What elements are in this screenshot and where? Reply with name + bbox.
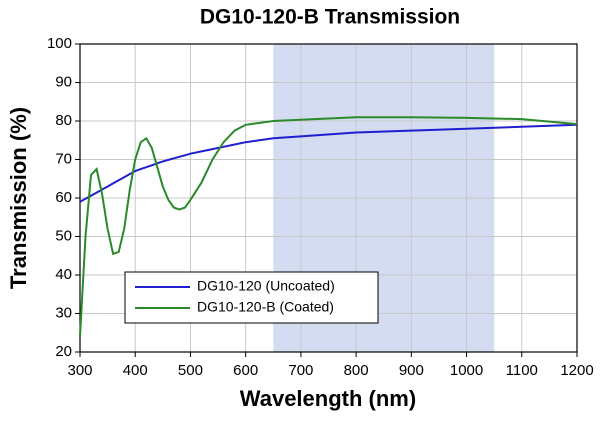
plot-frame xyxy=(79,43,578,353)
y-tick-label: 70 xyxy=(55,150,72,167)
y-tick-label: 30 xyxy=(55,304,72,321)
legend: DG10-120 (Uncoated) DG10-120-B (Coated) xyxy=(124,271,379,324)
x-tick-label: 700 xyxy=(288,362,313,379)
x-tick-label: 800 xyxy=(344,362,369,379)
series-line xyxy=(79,123,578,203)
y-tick-label: 90 xyxy=(55,73,72,90)
legend-label: DG10-120-B (Coated) xyxy=(197,299,334,315)
chart-title: DG10-120-B Transmission xyxy=(200,6,460,29)
x-tick-label: 900 xyxy=(399,362,424,379)
x-tick-label: 600 xyxy=(233,362,258,379)
x-tick-label: 500 xyxy=(178,362,203,379)
legend-box xyxy=(124,271,379,324)
x-tick-label: 1100 xyxy=(506,362,538,379)
y-tick-label: 100 xyxy=(47,35,72,52)
y-axis-label: Transmission (%) xyxy=(6,107,31,289)
y-tick-label: 40 xyxy=(55,266,72,283)
x-tick-label: 300 xyxy=(67,362,92,379)
y-tick-label: 60 xyxy=(55,189,72,206)
y-tick-label: 50 xyxy=(55,227,72,244)
y-tick-label: 80 xyxy=(55,112,72,129)
legend-label: DG10-120 (Uncoated) xyxy=(197,278,335,294)
x-tick-label: 1000 xyxy=(450,362,483,379)
x-axis-label: Wavelength (nm) xyxy=(240,386,416,411)
x-tick-label: 1200 xyxy=(560,362,593,379)
series-line xyxy=(79,116,578,337)
y-tick-label: 20 xyxy=(55,343,72,360)
x-tick-label: 400 xyxy=(123,362,148,379)
